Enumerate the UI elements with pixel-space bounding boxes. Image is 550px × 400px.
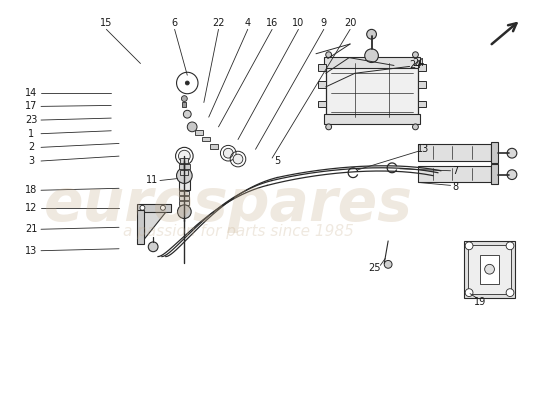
Circle shape <box>183 110 191 118</box>
Bar <box>180 170 188 175</box>
Bar <box>183 102 186 107</box>
Text: 22: 22 <box>212 18 225 28</box>
Text: 13: 13 <box>25 246 37 256</box>
Text: 14: 14 <box>25 88 37 98</box>
Bar <box>202 137 210 142</box>
Text: 25: 25 <box>368 263 381 273</box>
Circle shape <box>506 242 514 250</box>
Circle shape <box>326 52 332 58</box>
Circle shape <box>465 242 473 250</box>
Circle shape <box>161 205 166 210</box>
Text: 7: 7 <box>452 166 459 176</box>
Bar <box>179 196 189 200</box>
Bar <box>324 114 420 124</box>
Text: 11: 11 <box>146 176 158 186</box>
Bar <box>468 245 511 294</box>
Text: 15: 15 <box>100 18 113 28</box>
Bar <box>326 59 419 122</box>
Text: 23: 23 <box>25 115 37 125</box>
Bar <box>179 171 190 190</box>
Circle shape <box>507 148 517 158</box>
Circle shape <box>140 205 145 210</box>
Text: eurospares: eurospares <box>44 176 412 233</box>
Circle shape <box>507 170 517 180</box>
Circle shape <box>367 29 376 39</box>
Text: 6: 6 <box>172 18 178 28</box>
Bar <box>318 81 326 88</box>
Circle shape <box>412 52 419 58</box>
Circle shape <box>365 49 378 62</box>
Circle shape <box>179 150 190 162</box>
Circle shape <box>148 242 158 252</box>
Text: 2: 2 <box>28 142 35 152</box>
Bar <box>318 64 326 71</box>
Circle shape <box>178 205 191 218</box>
Text: 8: 8 <box>452 182 459 192</box>
Bar <box>179 201 189 205</box>
Text: 3: 3 <box>28 156 34 166</box>
Text: 4: 4 <box>245 18 251 28</box>
Circle shape <box>223 148 233 158</box>
Bar <box>179 164 190 169</box>
Bar <box>136 210 145 244</box>
Text: 17: 17 <box>25 101 37 111</box>
Bar <box>419 166 492 182</box>
Text: 20: 20 <box>344 18 356 28</box>
Text: 13: 13 <box>417 144 430 154</box>
Bar <box>210 144 217 149</box>
Text: a passion for parts since 1985: a passion for parts since 1985 <box>123 224 354 239</box>
Bar <box>318 100 326 107</box>
Bar <box>419 81 426 88</box>
Bar <box>136 204 170 212</box>
Circle shape <box>384 260 392 268</box>
Circle shape <box>233 154 243 164</box>
Polygon shape <box>140 210 168 244</box>
Circle shape <box>485 264 494 274</box>
Circle shape <box>506 289 514 296</box>
Text: 10: 10 <box>292 18 305 28</box>
Bar <box>324 57 420 68</box>
Circle shape <box>188 122 197 132</box>
Text: 24: 24 <box>409 60 422 70</box>
Circle shape <box>177 168 192 184</box>
Bar <box>179 191 189 195</box>
Circle shape <box>185 81 189 85</box>
Bar <box>419 144 492 161</box>
Text: 12: 12 <box>25 203 37 213</box>
Text: 24: 24 <box>412 58 425 68</box>
Text: 18: 18 <box>25 185 37 195</box>
Circle shape <box>326 124 332 130</box>
Bar <box>464 241 515 298</box>
Bar <box>180 158 188 163</box>
Bar <box>419 100 426 107</box>
Circle shape <box>412 124 419 130</box>
Text: 19: 19 <box>474 297 486 307</box>
Text: 5: 5 <box>274 156 280 166</box>
Text: 1: 1 <box>28 129 34 139</box>
Bar <box>480 255 499 284</box>
Text: 9: 9 <box>321 18 327 28</box>
Text: 16: 16 <box>266 18 278 28</box>
Bar <box>195 130 203 135</box>
Circle shape <box>465 289 473 296</box>
Bar <box>492 164 498 184</box>
Bar <box>492 142 498 163</box>
Bar <box>419 64 426 71</box>
Circle shape <box>182 96 188 102</box>
Text: 21: 21 <box>25 224 37 234</box>
